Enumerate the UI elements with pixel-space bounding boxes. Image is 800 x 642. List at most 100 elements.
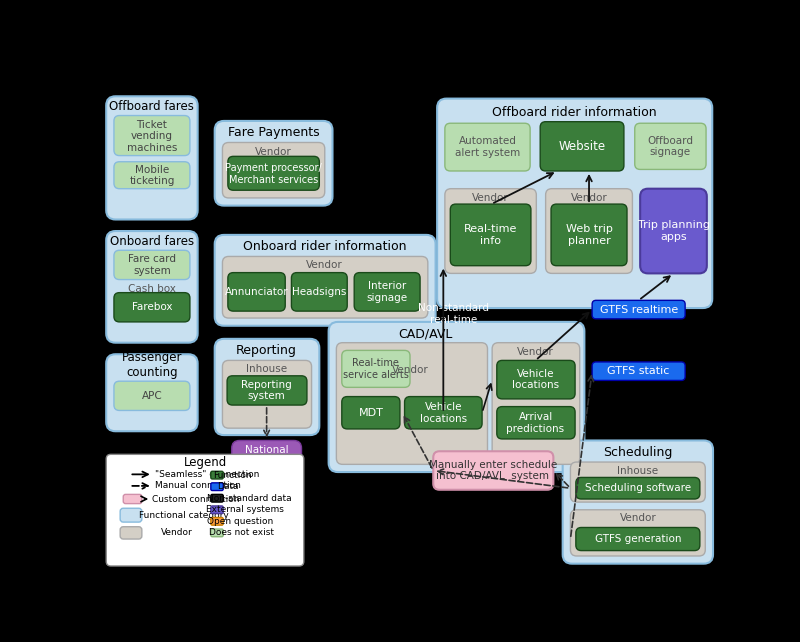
Text: Onboard fares: Onboard fares [110, 234, 194, 248]
FancyBboxPatch shape [445, 123, 530, 171]
FancyBboxPatch shape [211, 517, 223, 525]
FancyBboxPatch shape [106, 455, 304, 566]
FancyBboxPatch shape [450, 204, 531, 266]
Text: CAD/AVL: CAD/AVL [398, 327, 453, 341]
Text: Offboard rider information: Offboard rider information [492, 106, 657, 119]
FancyBboxPatch shape [592, 300, 685, 319]
FancyBboxPatch shape [540, 122, 624, 171]
Text: Non-standard data: Non-standard data [207, 494, 292, 503]
FancyBboxPatch shape [106, 231, 198, 343]
Text: Data: Data [217, 482, 238, 491]
FancyBboxPatch shape [640, 189, 707, 273]
FancyBboxPatch shape [342, 351, 410, 387]
Text: Farebox: Farebox [132, 302, 172, 312]
Text: Inhouse: Inhouse [246, 364, 287, 374]
FancyBboxPatch shape [211, 529, 223, 537]
Text: Passenger
counting: Passenger counting [122, 351, 182, 379]
Text: Fare Payments: Fare Payments [228, 126, 319, 139]
FancyBboxPatch shape [437, 99, 712, 308]
Text: Vendor: Vendor [161, 528, 192, 537]
Text: Functional category: Functional category [139, 510, 229, 519]
Text: MDT: MDT [359, 408, 384, 418]
FancyBboxPatch shape [114, 293, 190, 322]
Text: Headsigns: Headsigns [292, 287, 346, 297]
FancyBboxPatch shape [336, 343, 487, 464]
FancyBboxPatch shape [592, 362, 685, 381]
Text: Offboard fares: Offboard fares [110, 100, 194, 113]
Text: Annunciator: Annunciator [225, 287, 288, 297]
FancyBboxPatch shape [222, 143, 325, 198]
Text: GTFS static: GTFS static [607, 366, 670, 376]
Text: APC: APC [142, 391, 162, 401]
FancyBboxPatch shape [114, 250, 190, 279]
Text: GTFS realtime: GTFS realtime [599, 304, 678, 315]
Text: Cash box: Cash box [128, 284, 176, 294]
FancyBboxPatch shape [227, 376, 307, 405]
FancyBboxPatch shape [291, 273, 347, 311]
FancyBboxPatch shape [576, 528, 700, 551]
Text: Arrival
predictions: Arrival predictions [506, 412, 565, 433]
FancyBboxPatch shape [211, 506, 223, 514]
Text: Automated
alert system: Automated alert system [455, 136, 520, 158]
FancyBboxPatch shape [120, 526, 142, 539]
FancyBboxPatch shape [634, 123, 706, 169]
Text: Open question: Open question [207, 517, 274, 526]
FancyBboxPatch shape [354, 273, 420, 311]
Text: Website: Website [558, 140, 606, 153]
Text: Ticket
vending
machines: Ticket vending machines [126, 119, 177, 153]
Text: Custom connection: Custom connection [152, 494, 240, 503]
Text: Manually enter schedule
into CAD/AVL  system: Manually enter schedule into CAD/AVL sys… [429, 460, 557, 482]
FancyBboxPatch shape [106, 96, 198, 220]
Text: "Seamless" connection: "Seamless" connection [154, 470, 259, 479]
Text: Payment processor/
Merchant services: Payment processor/ Merchant services [226, 163, 322, 185]
Text: Inhouse: Inhouse [618, 465, 658, 476]
FancyBboxPatch shape [228, 157, 319, 190]
Text: Non-standard
real-time: Non-standard real-time [418, 304, 489, 325]
FancyBboxPatch shape [211, 494, 223, 502]
FancyBboxPatch shape [228, 273, 286, 311]
Text: Vendor: Vendor [255, 147, 292, 157]
Text: Real-time
info: Real-time info [464, 224, 518, 246]
FancyBboxPatch shape [576, 478, 700, 499]
Text: External systems: External systems [206, 505, 284, 514]
Text: Vendor: Vendor [472, 193, 509, 203]
Text: Web trip
planner: Web trip planner [566, 224, 613, 246]
FancyBboxPatch shape [570, 462, 706, 502]
Text: Reporting
system: Reporting system [242, 379, 292, 401]
FancyBboxPatch shape [222, 360, 311, 428]
FancyBboxPatch shape [551, 204, 627, 266]
Text: Interior
signage: Interior signage [366, 281, 407, 302]
Text: Vendor: Vendor [306, 260, 343, 270]
FancyBboxPatch shape [497, 406, 575, 439]
Text: Real-time
service alerts: Real-time service alerts [343, 358, 409, 379]
Text: Vendor: Vendor [392, 365, 428, 375]
FancyBboxPatch shape [214, 235, 435, 325]
FancyBboxPatch shape [546, 189, 633, 273]
FancyBboxPatch shape [434, 451, 554, 490]
FancyBboxPatch shape [232, 440, 302, 483]
Text: Fare card
system: Fare card system [128, 254, 176, 275]
FancyBboxPatch shape [106, 354, 198, 431]
Text: Reporting: Reporting [236, 344, 297, 357]
Text: GTFS generation: GTFS generation [594, 534, 681, 544]
Text: Vendor: Vendor [570, 193, 607, 203]
FancyBboxPatch shape [492, 343, 580, 464]
Text: Vehicle
locations: Vehicle locations [512, 369, 559, 390]
Text: Onboard rider information: Onboard rider information [243, 240, 406, 253]
FancyBboxPatch shape [211, 483, 223, 490]
FancyBboxPatch shape [114, 116, 190, 155]
Text: National
Transit
Database: National Transit Database [242, 446, 291, 479]
Text: Scheduling software: Scheduling software [585, 483, 691, 493]
Text: Offboard
signage: Offboard signage [647, 135, 694, 157]
FancyBboxPatch shape [123, 494, 142, 503]
FancyBboxPatch shape [562, 440, 713, 564]
Text: Does not exist: Does not exist [210, 528, 274, 537]
FancyBboxPatch shape [405, 397, 482, 429]
FancyBboxPatch shape [211, 471, 223, 479]
Text: Function: Function [214, 471, 252, 480]
FancyBboxPatch shape [342, 397, 400, 429]
FancyBboxPatch shape [114, 381, 190, 410]
FancyBboxPatch shape [570, 510, 706, 556]
FancyBboxPatch shape [497, 360, 575, 399]
Text: Vehicle
locations: Vehicle locations [420, 402, 467, 424]
